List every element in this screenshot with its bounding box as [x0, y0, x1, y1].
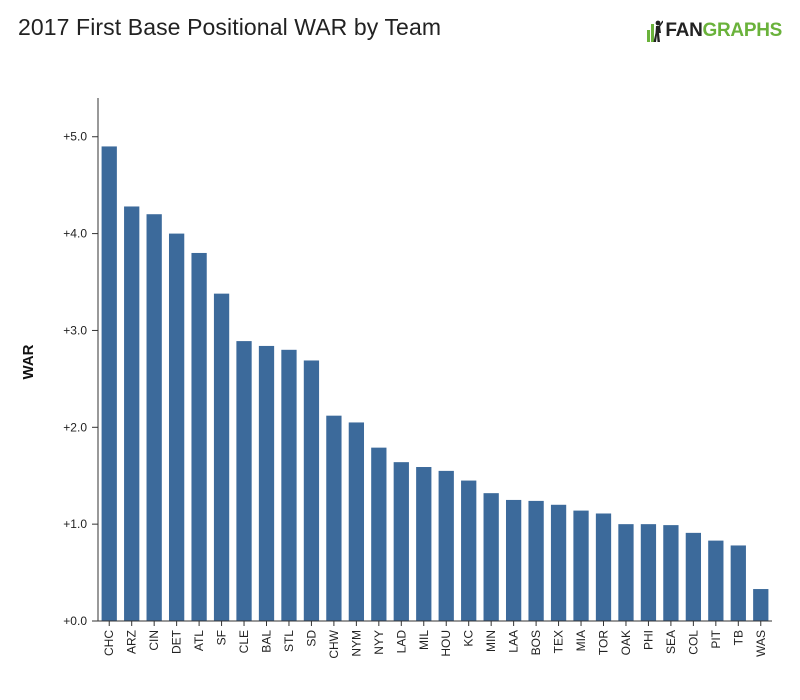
- logo-fan-text: FAN: [665, 20, 703, 41]
- bar-chw: [326, 415, 342, 621]
- x-tick-label-hou: HOU: [439, 630, 453, 657]
- x-tick-label-stl: STL: [282, 630, 296, 652]
- y-tick-label: +0.0: [63, 614, 87, 628]
- bar-sd: [303, 360, 320, 621]
- bar-bos: [528, 500, 544, 621]
- bar-chc: [101, 146, 117, 621]
- y-tick-label: +3.0: [63, 323, 87, 337]
- bar-min: [483, 493, 499, 621]
- bar-hou: [438, 470, 454, 621]
- bar-sf: [213, 293, 230, 621]
- x-tick-label-cle: CLE: [237, 630, 251, 653]
- fangraphs-logo: FAN GRAPHS: [647, 20, 782, 42]
- x-tick-label-bos: BOS: [529, 630, 543, 655]
- bar-phi: [640, 524, 657, 621]
- bar-lad: [393, 462, 409, 621]
- y-axis-label: WAR: [20, 344, 37, 379]
- bar-nyy: [371, 447, 387, 621]
- bar-tex: [550, 504, 567, 621]
- x-tick-label-nym: NYM: [349, 630, 363, 657]
- bar-was: [753, 589, 769, 621]
- x-tick-label-mil: MIL: [417, 630, 431, 650]
- x-tick-label-sd: SD: [304, 630, 318, 647]
- x-tick-label-tex: TEX: [552, 630, 566, 653]
- x-tick-label-tb: TB: [731, 630, 745, 645]
- x-tick-label-min: MIN: [484, 630, 498, 652]
- bar-mia: [573, 510, 589, 621]
- bar-cle: [236, 341, 252, 621]
- x-tick-label-col: COL: [686, 630, 700, 655]
- bar-arz: [124, 206, 140, 621]
- bar-det: [168, 233, 185, 621]
- bar-col: [685, 532, 702, 621]
- bar-nym: [348, 422, 365, 621]
- x-tick-label-phi: PHI: [641, 630, 655, 650]
- x-tick-label-laa: LAA: [507, 630, 521, 653]
- y-tick-label: +5.0: [63, 130, 87, 144]
- bar-tb: [730, 545, 746, 621]
- x-tick-label-pit: PIT: [709, 629, 723, 648]
- bar-pit: [708, 540, 724, 621]
- bar-sea: [663, 525, 679, 621]
- x-tick-label-tor: TOR: [597, 630, 611, 655]
- x-tick-label-lad: LAD: [394, 630, 408, 654]
- x-tick-label-arz: ARZ: [125, 630, 139, 654]
- x-tick-label-atl: ATL: [192, 630, 206, 651]
- x-tick-label-was: WAS: [754, 630, 768, 657]
- y-tick-label: +1.0: [63, 517, 87, 531]
- x-tick-label-bal: BAL: [260, 630, 274, 653]
- x-tick-label-sea: SEA: [664, 630, 678, 654]
- x-tick-label-mia: MIA: [574, 630, 588, 651]
- x-tick-label-oak: OAK: [619, 630, 633, 655]
- bar-kc: [461, 480, 477, 621]
- bar-atl: [191, 252, 207, 621]
- x-tick-label-chc: CHC: [102, 630, 116, 656]
- x-tick-label-det: DET: [170, 629, 184, 654]
- x-tick-label-sf: SF: [215, 630, 229, 645]
- bar-oak: [618, 524, 634, 621]
- x-tick-label-cin: CIN: [147, 630, 161, 651]
- bar-laa: [505, 499, 522, 621]
- chart-title: 2017 First Base Positional WAR by Team: [18, 14, 442, 40]
- bar-bal: [258, 345, 275, 621]
- batter-icon: [647, 20, 664, 42]
- bar-stl: [281, 349, 297, 621]
- x-tick-label-chw: CHW: [327, 629, 341, 658]
- bar-tor: [595, 513, 612, 621]
- bar-mil: [416, 467, 432, 621]
- y-tick-label: +2.0: [63, 420, 87, 434]
- bar-cin: [146, 214, 162, 621]
- y-tick-label: +4.0: [63, 227, 87, 241]
- x-tick-label-nyy: NYY: [372, 630, 386, 655]
- logo-graphs-text: GRAPHS: [702, 20, 783, 41]
- x-tick-label-kc: KC: [462, 630, 476, 647]
